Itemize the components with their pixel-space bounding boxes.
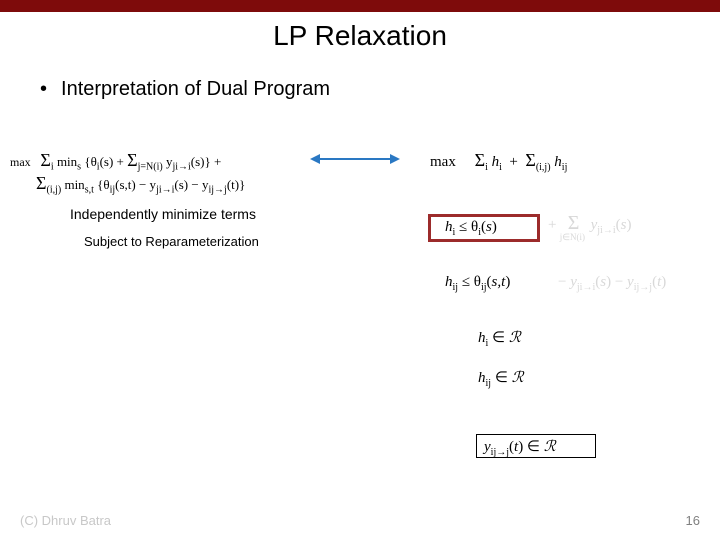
- math-hi-ghost: + Σj∈N(i) yji→i(s): [548, 212, 631, 236]
- slide-title: LP Relaxation: [0, 20, 720, 52]
- bullet-dot: •: [40, 78, 47, 101]
- math-hij-ghost: − yji→i(s) − yij→j(t): [558, 274, 666, 293]
- slide: LP Relaxation • Interpretation of Dual P…: [0, 0, 720, 540]
- math-right-objective: max Σi hi + Σ(i,j) hij: [430, 150, 567, 173]
- math-hij-domain: hij ∈ ℛ: [478, 368, 524, 389]
- math-left-expression: max Σi mins {θi(s) + Σj=N(i) yji→i(s)} +…: [10, 150, 245, 195]
- header-bar: [0, 0, 720, 12]
- math-hij-constraint: hij ≤ θij(s,t): [445, 274, 510, 293]
- double-arrow-icon: [310, 152, 400, 166]
- annotation-reparam: Subject to Reparameterization: [84, 234, 259, 249]
- math-hi-domain: hi ∈ ℛ: [478, 328, 521, 349]
- annotation-independent: Independently minimize terms: [70, 206, 256, 222]
- bullet-row: • Interpretation of Dual Program: [40, 78, 720, 101]
- footer-copyright: (C) Dhruv Batra: [20, 513, 111, 528]
- math-hi-constraint: hi ≤ θi(s): [445, 219, 497, 238]
- math-y-domain: yij→j(t) ∈ ℛ: [484, 437, 556, 458]
- bullet-text: Interpretation of Dual Program: [61, 78, 330, 101]
- footer-page-number: 16: [686, 513, 700, 528]
